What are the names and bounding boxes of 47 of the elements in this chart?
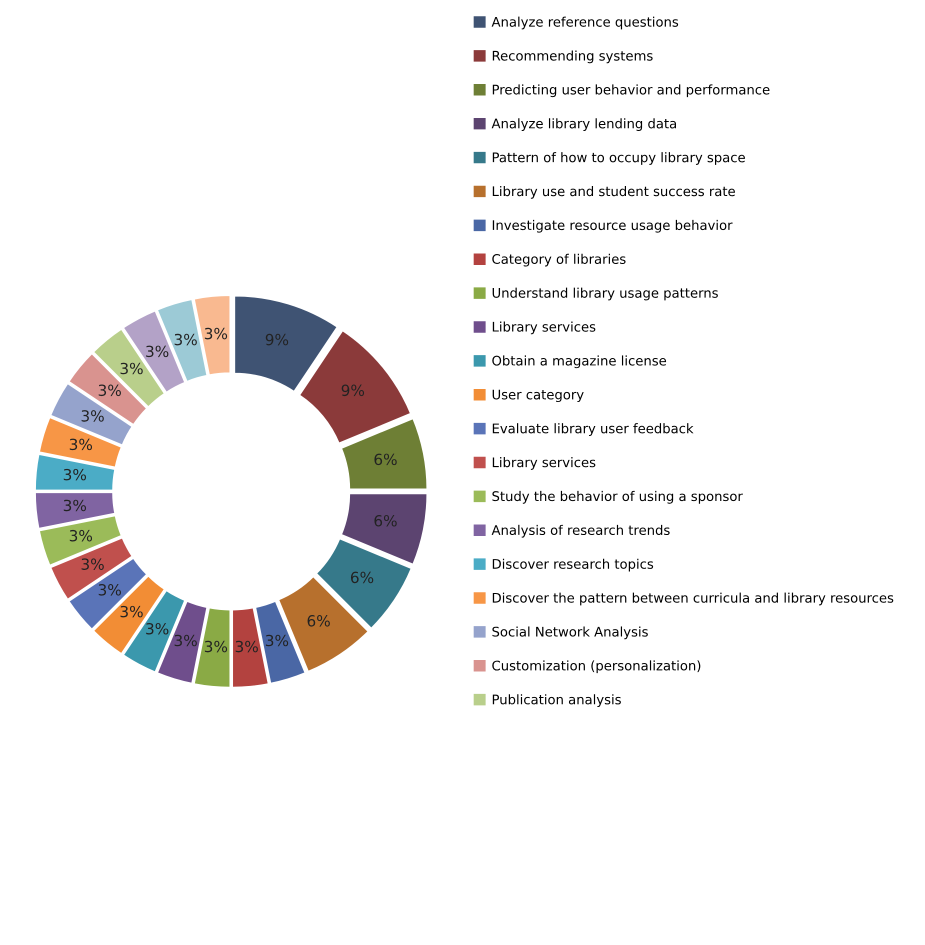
data-label: 3% — [82, 558, 104, 570]
legend-label: Analysis of research trends — [492, 524, 670, 538]
data-label: 3% — [120, 362, 143, 374]
legend-label: Analyze reference questions — [492, 16, 678, 30]
data-label: 6% — [350, 572, 374, 584]
data-label: 9% — [342, 384, 364, 396]
data-label: 3% — [64, 500, 86, 512]
data-label: 3% — [266, 634, 288, 646]
donut-slice — [340, 492, 428, 566]
data-label: 3% — [236, 640, 258, 652]
legend-label: Evaluate library user feedback — [492, 423, 694, 436]
legend-label: Customization (personalization) — [492, 660, 700, 674]
data-label: 3% — [174, 634, 197, 646]
legend-label: Study the behavior of using a sponsor — [492, 490, 743, 504]
data-label: 3% — [82, 410, 104, 422]
legend-label: Library services — [492, 457, 596, 470]
data-label: 3% — [204, 328, 228, 340]
data-label: 3% — [146, 346, 168, 358]
legend-label: Discover the pattern between curricula and library resources — [492, 592, 894, 606]
donut-slice — [340, 418, 428, 490]
legend-label: Investigate resource usage behavior — [492, 220, 733, 233]
data-label: 3% — [120, 606, 143, 618]
legend-label: Publication analysis — [492, 694, 621, 707]
legend-label: Discover research topics — [492, 558, 654, 572]
legend-label: Obtain a magazine license — [492, 355, 666, 368]
data-label: 3% — [64, 468, 86, 480]
legend-label: User category — [492, 390, 584, 402]
legend-label: Category of libraries — [492, 254, 626, 267]
data-label: 3% — [174, 334, 197, 346]
legend-label: Library use and student success rate — [492, 186, 735, 199]
legend-label: Pattern of how to occupy library space — [492, 152, 745, 165]
data-label: 6% — [374, 514, 397, 527]
legend-label: Understand library usage patterns — [492, 288, 718, 300]
data-label: 3% — [70, 438, 92, 450]
legend-label: Social Network Analysis — [492, 626, 648, 640]
legend-label: Library services — [492, 322, 596, 334]
data-label: 3% — [204, 640, 228, 652]
data-label: 3% — [98, 584, 121, 596]
legend-label: Recommending systems — [492, 50, 653, 64]
data-label: 3% — [146, 622, 168, 635]
data-label: 6% — [308, 615, 330, 627]
legend-label: Analyze library lending data — [492, 118, 676, 132]
legend-label: Predicting user behavior and performance — [492, 84, 770, 98]
data-label: 3% — [70, 530, 92, 542]
data-label: 6% — [374, 454, 397, 466]
data-label: 3% — [98, 384, 121, 396]
data-label: 9% — [266, 334, 288, 346]
